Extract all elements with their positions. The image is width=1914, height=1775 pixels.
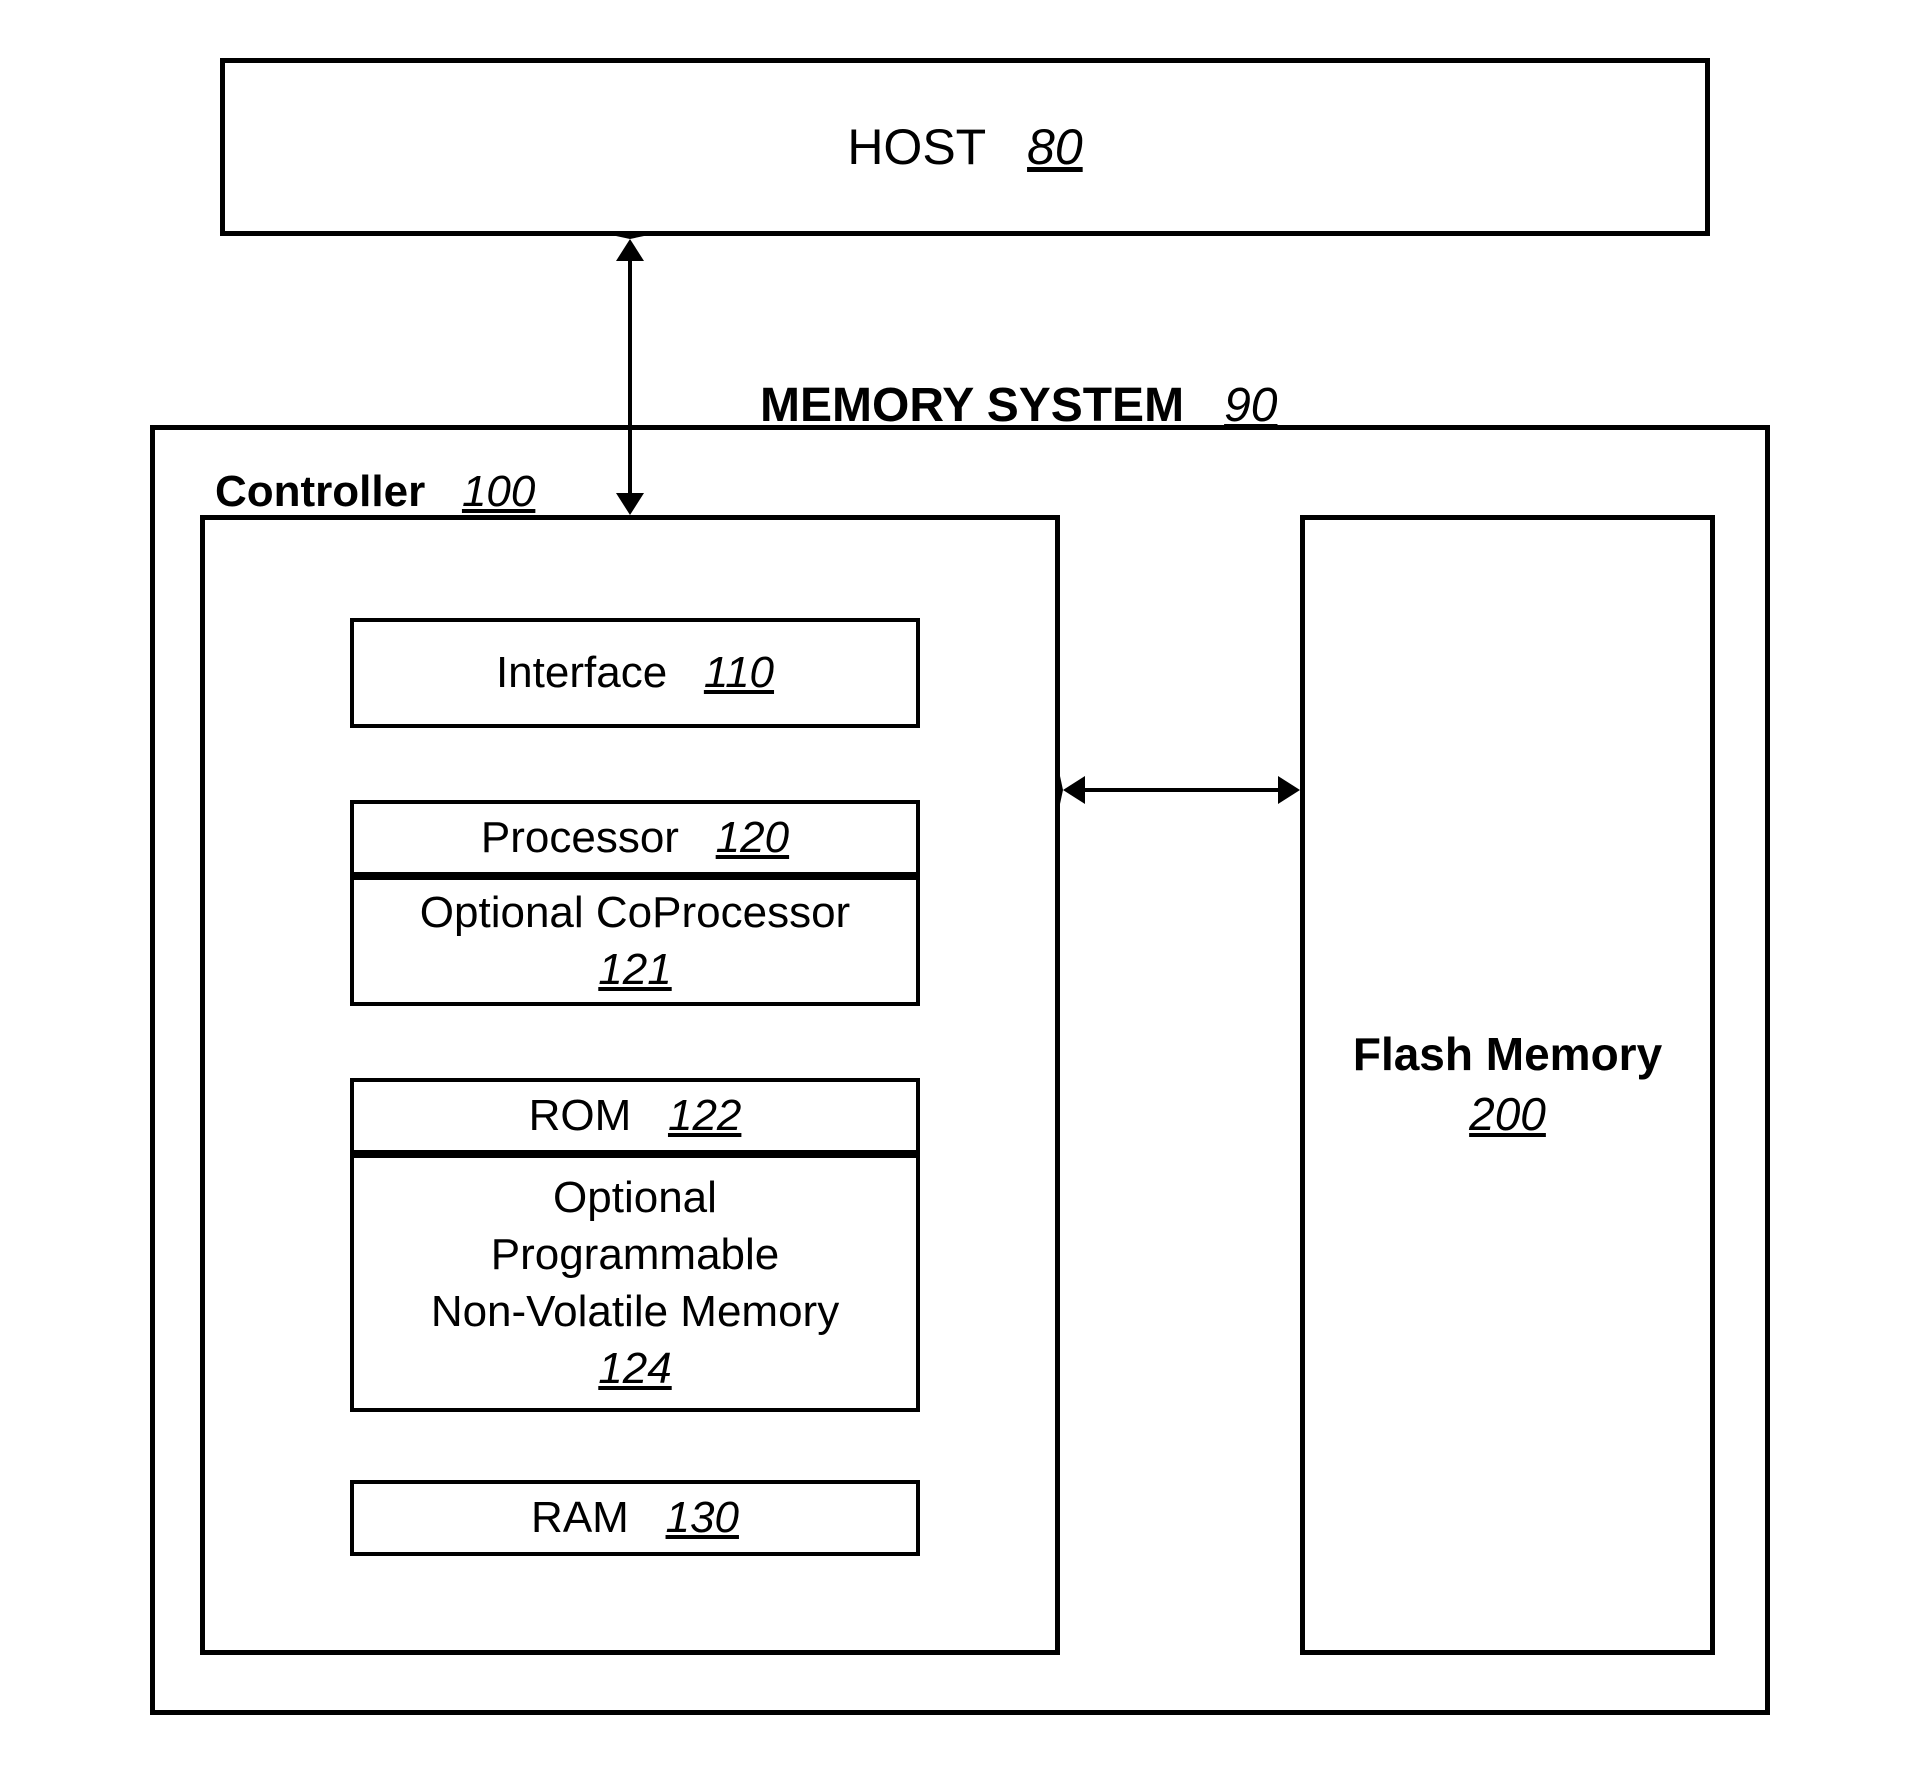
ram-label-text: RAM	[531, 1493, 629, 1542]
interface-label-text: Interface	[496, 648, 667, 697]
opnvm-line3: Non-Volatile Memory	[431, 1287, 839, 1336]
flash-memory-label: Flash Memory 200	[1353, 1025, 1662, 1145]
arrowhead-left-icon	[1060, 776, 1085, 804]
rom-box: ROM 122	[350, 1078, 920, 1154]
host-label-text: HOST	[847, 119, 985, 175]
opnvm-line2: Programmable	[491, 1230, 780, 1279]
ram-label: RAM 130	[531, 1489, 739, 1546]
arrow-host-controller	[628, 258, 632, 493]
coprocessor-box: Optional CoProcessor 121	[350, 876, 920, 1006]
coprocessor-label-text: Optional CoProcessor	[420, 888, 850, 937]
flash-memory-box: Flash Memory 200	[1300, 515, 1715, 1655]
controller-ref: 100	[462, 467, 535, 516]
interface-box: Interface 110	[350, 618, 920, 728]
diagram-canvas: HOST 80 MEMORY SYSTEM 90 Controller 100 …	[0, 0, 1914, 1775]
arrowhead-up-icon	[616, 236, 644, 261]
coprocessor-ref: 121	[598, 945, 671, 994]
ram-ref: 130	[666, 1493, 739, 1542]
host-box: HOST 80	[220, 58, 1710, 236]
rom-label: ROM 122	[529, 1087, 742, 1144]
processor-box: Processor 120	[350, 800, 920, 876]
flash-memory-ref: 200	[1469, 1088, 1546, 1140]
processor-ref: 120	[716, 813, 789, 862]
host-label: HOST 80	[847, 115, 1082, 180]
rom-label-text: ROM	[529, 1091, 632, 1140]
rom-ref: 122	[668, 1091, 741, 1140]
processor-label: Processor 120	[481, 809, 789, 866]
coprocessor-label: Optional CoProcessor 121	[420, 884, 850, 998]
interface-ref: 110	[704, 648, 774, 697]
processor-label-text: Processor	[481, 813, 679, 862]
host-ref: 80	[1027, 119, 1083, 175]
interface-label: Interface 110	[496, 644, 774, 701]
controller-title: Controller 100	[215, 463, 535, 520]
opnvm-box: Optional Programmable Non-Volatile Memor…	[350, 1154, 920, 1412]
opnvm-ref: 124	[598, 1344, 671, 1393]
arrowhead-down-icon	[616, 493, 644, 518]
arrow-controller-flash	[1082, 788, 1278, 792]
opnvm-label: Optional Programmable Non-Volatile Memor…	[431, 1169, 839, 1398]
controller-title-text: Controller	[215, 467, 425, 516]
arrowhead-right-icon	[1278, 776, 1303, 804]
ram-box: RAM 130	[350, 1480, 920, 1556]
flash-memory-text: Flash Memory	[1353, 1028, 1662, 1080]
opnvm-line1: Optional	[553, 1173, 717, 1222]
